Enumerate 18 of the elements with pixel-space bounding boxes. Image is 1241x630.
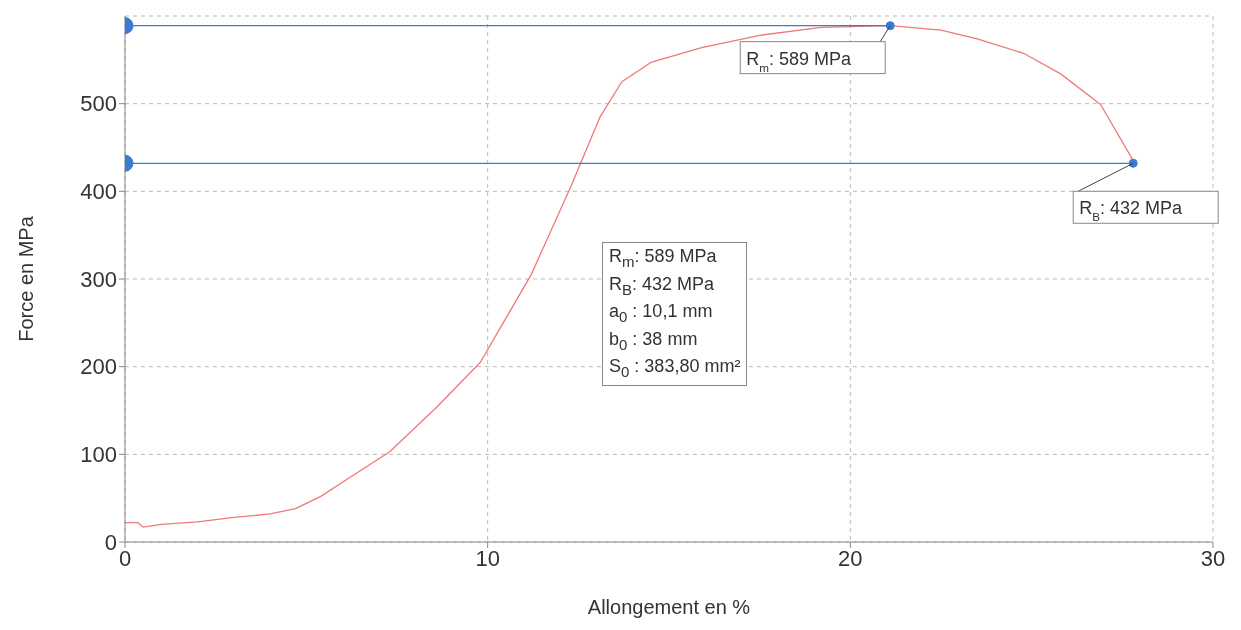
annotation: S$_{0}$ : 383,80 mm² <box>609 355 741 382</box>
annotation: R$_{m}$: 589 MPa <box>746 48 853 74</box>
x-tick-label: 30 <box>1200 545 1226 571</box>
annotation: R$_{B}$: 432 MPa <box>609 272 716 300</box>
x-tick-label: 10 <box>475 545 500 571</box>
y-axis-title: Force en MPa <box>15 215 38 342</box>
annotation: R$_{B}$: 432 MPa <box>1079 198 1184 223</box>
y-tick-label: 500 <box>80 91 117 117</box>
y-tick-label: 400 <box>80 179 117 205</box>
y-tick-label: 0 <box>104 529 117 555</box>
annotation: b$_{0}$ : 38 mm <box>609 327 699 355</box>
x-tick-label: 20 <box>838 545 863 571</box>
x-axis-title: Allongement en % <box>587 596 751 618</box>
annotation: a$_{0}$ : 10,1 mm <box>609 300 714 327</box>
y-tick-label: 300 <box>80 266 117 292</box>
y-tick-label: 200 <box>80 354 117 380</box>
annotation: R$_{m}$: 589 MPa <box>609 245 718 272</box>
y-tick-label: 100 <box>80 442 117 468</box>
